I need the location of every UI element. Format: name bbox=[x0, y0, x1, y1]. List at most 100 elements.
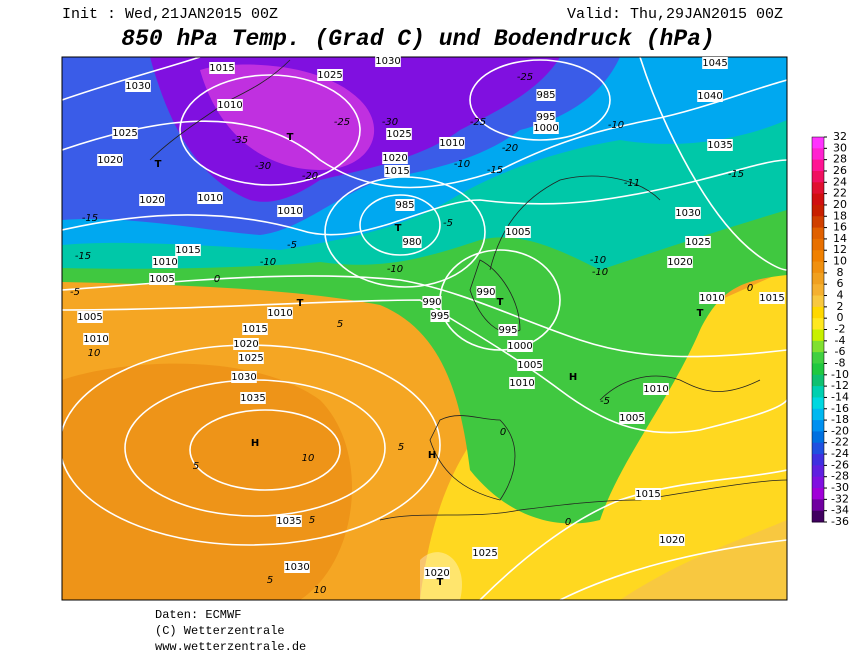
isobar-label-box bbox=[472, 547, 498, 559]
scale-band bbox=[812, 250, 824, 263]
isobar-label: 1025 bbox=[386, 129, 411, 140]
isobar-label: 1035 bbox=[707, 140, 732, 151]
scale-band bbox=[812, 374, 824, 387]
temp-label: 5 bbox=[398, 442, 404, 453]
temp-label: -30 bbox=[382, 117, 398, 128]
isobars bbox=[62, 57, 787, 600]
scale-label: 24 bbox=[833, 175, 847, 188]
scale-label: 22 bbox=[833, 187, 847, 200]
scale-band bbox=[812, 182, 824, 195]
isobar-label-box bbox=[697, 90, 723, 102]
scale-band bbox=[812, 510, 824, 523]
scale-label: -26 bbox=[831, 458, 849, 471]
scale-label: -16 bbox=[831, 402, 849, 415]
isobar-label: 1020 bbox=[667, 257, 692, 268]
isobar-label-box bbox=[498, 324, 518, 336]
isobar-label-box bbox=[149, 273, 175, 285]
temp-label: 10 bbox=[314, 585, 327, 596]
temp-label: -25 bbox=[334, 117, 350, 128]
isobar-label-box bbox=[233, 338, 259, 350]
scale-band bbox=[812, 170, 824, 183]
scale-label: 12 bbox=[833, 243, 847, 256]
scale-band bbox=[812, 431, 824, 444]
temp-label: -11 bbox=[624, 178, 640, 189]
isobar-label: 1035 bbox=[240, 393, 265, 404]
map-area bbox=[62, 57, 787, 600]
temp-label: -5 bbox=[600, 396, 610, 407]
isobar-label-box bbox=[430, 310, 450, 322]
isobar-label: 1020 bbox=[424, 568, 449, 579]
isobar-label-box bbox=[276, 515, 302, 527]
isobar-label: 1030 bbox=[375, 56, 400, 67]
isobar-label: 1010 bbox=[267, 308, 292, 319]
scale-label: 26 bbox=[833, 164, 847, 177]
scale-band bbox=[812, 499, 824, 512]
isobar-label-box bbox=[175, 244, 201, 256]
scale-label: 18 bbox=[833, 209, 847, 222]
temp-label: -25 bbox=[470, 117, 486, 128]
pressure-center: T bbox=[395, 223, 402, 234]
isobar-label-box bbox=[209, 62, 235, 74]
scale-label: -30 bbox=[831, 481, 849, 494]
scale-band bbox=[812, 284, 824, 297]
isobar-label: 1010 bbox=[277, 206, 302, 217]
isobar-label: 1025 bbox=[238, 353, 263, 364]
isobar-label: 1030 bbox=[231, 372, 256, 383]
isobar-label-box bbox=[77, 311, 103, 323]
isobar-label: 1025 bbox=[317, 70, 342, 81]
scale-band bbox=[812, 306, 824, 319]
scale-band bbox=[812, 204, 824, 217]
isobar-label: 1030 bbox=[675, 208, 700, 219]
pressure-center: T bbox=[497, 297, 504, 308]
map-labels: 1030102510201020101510101005100510101010… bbox=[70, 55, 785, 596]
isobar-label-box bbox=[424, 567, 450, 579]
temp-label: -5 bbox=[70, 287, 80, 298]
isobar-label-box bbox=[643, 383, 669, 395]
website: www.wetterzentrale.de bbox=[155, 640, 306, 654]
scale-label: 8 bbox=[837, 266, 844, 279]
isobar-label: 1010 bbox=[197, 193, 222, 204]
isobar-label-box bbox=[707, 139, 733, 151]
isobar-label: 1005 bbox=[517, 360, 542, 371]
isobar-label: 995 bbox=[536, 112, 555, 123]
isobar-label-box bbox=[699, 292, 725, 304]
isobar-label: 1030 bbox=[125, 81, 150, 92]
isobar-label: 1010 bbox=[217, 100, 242, 111]
temp-label: 0 bbox=[214, 274, 220, 285]
temp-label: -15 bbox=[487, 165, 503, 176]
data-source: Daten: ECMWF bbox=[155, 608, 241, 622]
pressure-center: T bbox=[297, 298, 304, 309]
temp-label: -10 bbox=[387, 264, 403, 275]
isobar-label: 1025 bbox=[472, 548, 497, 559]
scale-label: 16 bbox=[833, 221, 847, 234]
scale-label: -20 bbox=[831, 424, 849, 437]
isobar-label-box bbox=[317, 69, 343, 81]
pressure-center: H bbox=[569, 372, 577, 383]
isobar-label-box bbox=[759, 292, 785, 304]
scale-label: 4 bbox=[837, 289, 844, 302]
scale-label: -10 bbox=[831, 368, 849, 381]
isobar-label: 985 bbox=[536, 90, 555, 101]
scale-label: -12 bbox=[831, 379, 849, 392]
scale-band bbox=[812, 329, 824, 342]
temp-label: -5 bbox=[287, 240, 297, 251]
temp-label: 0 bbox=[565, 517, 571, 528]
isobar-label: 1040 bbox=[697, 91, 722, 102]
pressure-center: T bbox=[437, 577, 444, 588]
scale-label: -18 bbox=[831, 413, 849, 426]
scale-band bbox=[812, 386, 824, 398]
isobar-label: 1015 bbox=[242, 324, 267, 335]
isobar-label-box bbox=[375, 55, 401, 67]
temp-label: -10 bbox=[260, 257, 276, 268]
scale-band bbox=[812, 295, 824, 308]
temp-label: -10 bbox=[592, 267, 608, 278]
isobar-label-box bbox=[667, 256, 693, 268]
isobar-label-box bbox=[238, 352, 264, 364]
scale-label: 0 bbox=[837, 311, 844, 324]
scale-label: -28 bbox=[831, 470, 849, 483]
isobar-label: 995 bbox=[430, 311, 449, 322]
scale-band bbox=[812, 465, 824, 478]
temp-label: 0 bbox=[747, 283, 753, 294]
scale-label: 6 bbox=[837, 277, 844, 290]
isobar-label-box bbox=[619, 412, 645, 424]
